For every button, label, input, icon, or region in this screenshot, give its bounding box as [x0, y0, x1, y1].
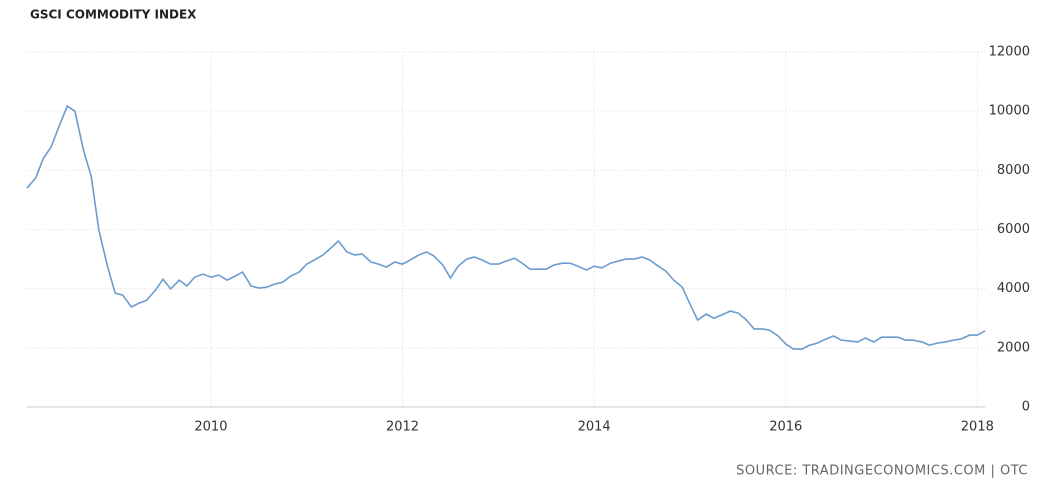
y-tick-label: 12000	[989, 45, 1030, 60]
x-tick-label: 2016	[769, 420, 802, 435]
x-tick-label: 2012	[386, 420, 419, 435]
y-tick-label: 4000	[997, 281, 1030, 296]
chart-title: GSCI COMMODITY INDEX	[30, 8, 197, 22]
x-tick-label: 2014	[578, 420, 611, 435]
y-tick-label: 10000	[989, 104, 1030, 119]
y-tick-label: 8000	[997, 163, 1030, 178]
source: SOURCE: TRADINGECONOMICS.COM | OTC	[736, 464, 1028, 479]
line	[26, 104, 986, 350]
y-tick-label: 2000	[997, 340, 1030, 355]
x-tick-label: 2018	[961, 420, 994, 435]
y-tick-label: 6000	[997, 222, 1030, 237]
x-tick-label: 2010	[194, 420, 227, 435]
y-tick-label: 0	[1022, 400, 1030, 415]
